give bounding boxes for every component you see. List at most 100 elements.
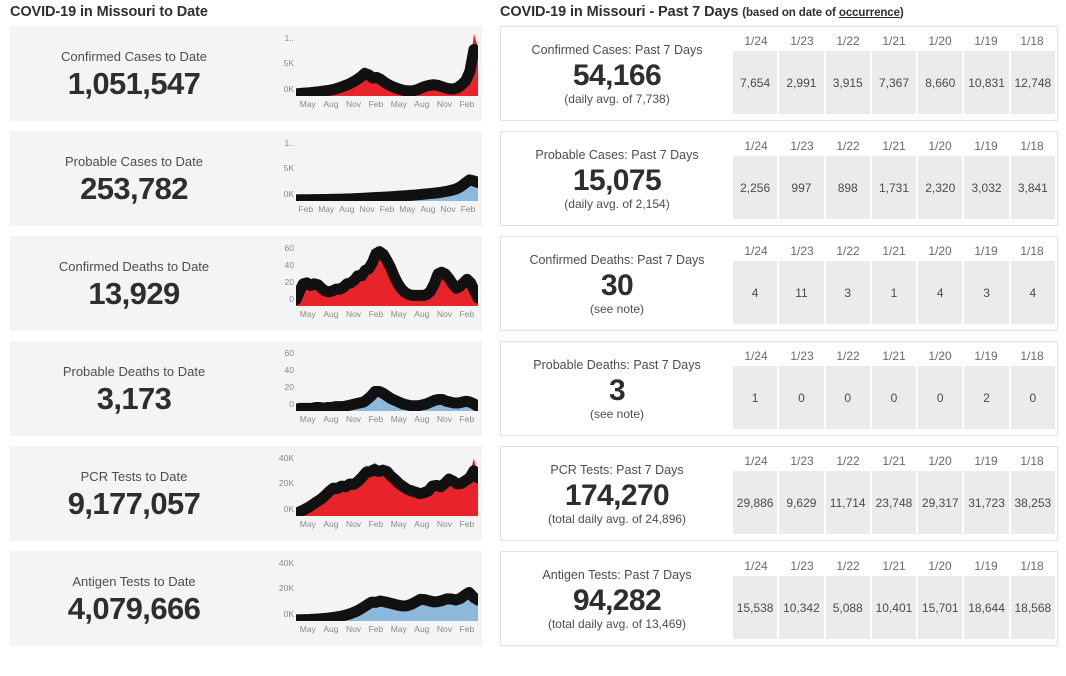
x-axis-tick: May (390, 98, 407, 109)
y-axis-tick: 60 (284, 242, 294, 253)
daily-value-cell[interactable]: 1 (871, 261, 917, 324)
daily-value-cell[interactable]: 0 (825, 366, 870, 429)
sparkline-chart[interactable]: 60 40 20 0 May Aug Nov Feb May Aug Nov Feb (258, 345, 482, 433)
occurrence-link[interactable]: occurrence (838, 7, 900, 19)
x-axis-tick: Aug (323, 623, 339, 634)
daily-value-cell[interactable]: 18,568 (1010, 576, 1055, 639)
daily-value-cell[interactable]: 4 (918, 261, 963, 324)
date-header-cell: 1/23 (790, 349, 814, 363)
past-7-days-total: 3 (608, 373, 626, 407)
daily-value-cell[interactable]: 10,342 (779, 576, 824, 639)
sparkline-chart[interactable]: 1.. 5K 0K May Aug Nov Feb May Aug Nov Feb (258, 30, 482, 118)
daily-value-cell[interactable]: 29,886 (733, 471, 778, 534)
daily-value-cell[interactable]: 0 (871, 366, 917, 429)
x-axis-tick: May (390, 623, 407, 634)
x-axis-tick: May (390, 308, 407, 319)
daily-value-cell[interactable]: 2,320 (918, 156, 963, 219)
past-7-days-card[interactable]: Confirmed Deaths: Past 7 Days 30 (see note… (500, 236, 1058, 331)
to-date-card-value: 1,051,547 (67, 65, 201, 101)
sparkline-chart[interactable]: 60 40 20 0 May Aug Nov Feb May Aug Nov Feb (258, 240, 482, 328)
x-axis-tick: Nov (345, 518, 362, 529)
date-header-cell: 1/18 (1020, 139, 1044, 153)
daily-value-cell[interactable]: 7,654 (733, 51, 778, 114)
daily-value-cell[interactable]: 10,401 (871, 576, 917, 639)
x-axis-tick: Feb (298, 203, 314, 214)
daily-value-cell[interactable]: 0 (918, 366, 963, 429)
daily-value-cell[interactable]: 3 (964, 261, 1009, 324)
to-date-card[interactable]: Confirmed Cases to Date 1,051,547 1.. 5K 0K M… (10, 26, 482, 121)
x-axis-tick: Feb (368, 98, 384, 109)
daily-value-cell[interactable]: 2,256 (733, 156, 778, 219)
daily-value-cell[interactable]: 15,538 (733, 576, 778, 639)
sparkline-chart[interactable]: 40K 20K 0K May Aug Nov Feb May Aug Nov Feb (258, 555, 482, 643)
daily-value-cell[interactable]: 11,714 (825, 471, 870, 534)
past-7-days-card[interactable]: Antigen Tests: Past 7 Days 94,282 (total d… (500, 551, 1058, 646)
daily-value-cell[interactable]: 3,032 (964, 156, 1009, 219)
date-header-cell: 1/24 (744, 139, 768, 153)
to-date-card-text: Probable Deaths to Date 3,173 (10, 362, 258, 416)
sparkline-x-axis: Feb May Aug Nov Feb May Aug Nov Feb (296, 203, 478, 214)
x-axis-tick: Nov (359, 203, 375, 214)
to-date-card-label: PCR Tests to Date (80, 468, 188, 484)
daily-value-cell[interactable]: 1,731 (871, 156, 917, 219)
daily-value-cell[interactable]: 5,088 (825, 576, 870, 639)
daily-value-cell[interactable]: 7,367 (871, 51, 917, 114)
date-header-cell: 1/23 (790, 34, 814, 48)
sparkline-chart[interactable]: 40K 20K 0K May Aug Nov Feb May Aug Nov Feb (258, 450, 482, 538)
past-7-days-total: 94,282 (572, 583, 662, 617)
x-axis-tick: Feb (368, 518, 384, 529)
sparkline-y-axis: 40K 20K 0K (264, 558, 294, 619)
daily-value-cell[interactable]: 3,915 (825, 51, 870, 114)
to-date-card-label: Probable Deaths to Date (62, 363, 206, 379)
daily-value-cell[interactable]: 4 (733, 261, 778, 324)
past-7-days-card[interactable]: Confirmed Cases: Past 7 Days 54,166 (daily… (500, 26, 1058, 121)
daily-value-cell[interactable]: 38,253 (1010, 471, 1055, 534)
daily-value-cell[interactable]: 23,748 (871, 471, 917, 534)
past-7-days-total: 30 (600, 268, 634, 302)
past-7-days-card[interactable]: Probable Cases: Past 7 Days 15,075 (daily … (500, 131, 1058, 226)
x-axis-tick: Aug (414, 308, 430, 319)
daily-value-cell[interactable]: 4 (1010, 261, 1055, 324)
date-header-cell: 1/20 (928, 34, 952, 48)
date-header-cell: 1/18 (1020, 349, 1044, 363)
daily-value-cell[interactable]: 0 (1010, 366, 1055, 429)
daily-value-cell[interactable]: 3,841 (1010, 156, 1055, 219)
past-7-days-card[interactable]: Probable Deaths: Past 7 Days 3 (see note) 1… (500, 341, 1058, 436)
sparkline-chart[interactable]: 1.. 5K 0K Feb May Aug Nov Feb May Aug Nov Feb (258, 135, 482, 223)
date-header-cell: 1/19 (974, 454, 998, 468)
to-date-card[interactable]: Antigen Tests to Date 4,079,666 40K 20K 0K Ma… (10, 551, 482, 646)
daily-value-cell[interactable]: 10,831 (964, 51, 1009, 114)
sparkline-plot-area (296, 137, 478, 201)
daily-value-cell[interactable]: 12,748 (1010, 51, 1055, 114)
daily-value-cell[interactable]: 31,723 (964, 471, 1009, 534)
to-date-card[interactable]: Probable Cases to Date 253,782 1.. 5K 0K Feb M… (10, 131, 482, 226)
daily-value-cell[interactable]: 29,317 (918, 471, 963, 534)
daily-value-cell[interactable]: 898 (825, 156, 870, 219)
x-axis-tick: Aug (420, 203, 436, 214)
daily-value-cell[interactable]: 11 (779, 261, 824, 324)
daily-value-cell[interactable]: 9,629 (779, 471, 824, 534)
daily-value-cell[interactable]: 18,644 (964, 576, 1009, 639)
daily-value-cell[interactable]: 3 (825, 261, 870, 324)
daily-value-cell[interactable]: 2 (964, 366, 1009, 429)
x-axis-tick: Nov (345, 623, 362, 634)
daily-value-cell[interactable]: 2,991 (779, 51, 824, 114)
daily-value-cell[interactable]: 15,701 (918, 576, 963, 639)
x-axis-tick: Aug (323, 413, 339, 424)
to-date-card[interactable]: Probable Deaths to Date 3,173 60 40 20 0 May Au… (10, 341, 482, 436)
to-date-card[interactable]: Confirmed Deaths to Date 13,929 60 40 20 0 May… (10, 236, 482, 331)
x-axis-tick: Nov (345, 98, 362, 109)
to-date-card[interactable]: PCR Tests to Date 9,177,057 40K 20K 0K May Aug… (10, 446, 482, 541)
past-7-days-card[interactable]: PCR Tests: Past 7 Days 174,270 (total dail… (500, 446, 1058, 541)
date-header-cell: 1/18 (1020, 454, 1044, 468)
x-axis-tick: Aug (414, 413, 430, 424)
daily-value-cell[interactable]: 0 (779, 366, 824, 429)
daily-value-cell[interactable]: 1 (733, 366, 778, 429)
daily-value-cell[interactable]: 997 (779, 156, 824, 219)
x-axis-tick: May (390, 518, 407, 529)
y-axis-tick: 5K (283, 58, 294, 69)
date-header-cell: 1/21 (882, 34, 906, 48)
date-header-cell: 1/24 (744, 244, 768, 258)
daily-value-cell[interactable]: 8,660 (918, 51, 963, 114)
x-axis-tick: Feb (368, 413, 384, 424)
